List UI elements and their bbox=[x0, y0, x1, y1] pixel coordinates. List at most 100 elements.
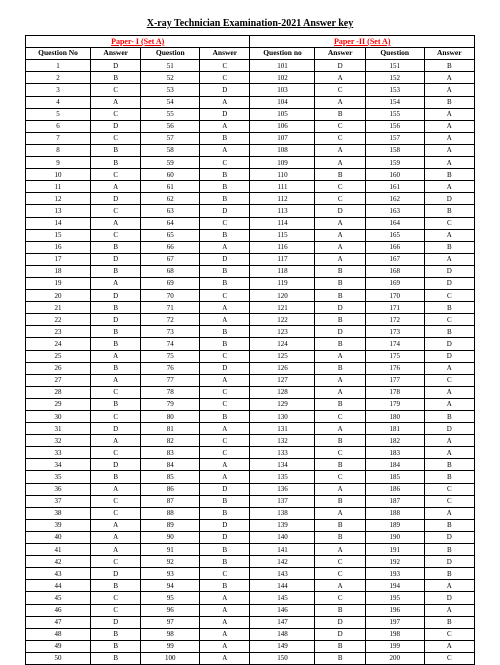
question-cell: 92 bbox=[141, 556, 200, 568]
answer-cell: C bbox=[424, 483, 474, 495]
answer-cell: C bbox=[91, 386, 141, 398]
question-cell: 196 bbox=[365, 604, 424, 616]
answer-cell: D bbox=[200, 108, 250, 120]
question-cell: 62 bbox=[141, 193, 200, 205]
question-cell: 110 bbox=[250, 169, 315, 181]
answer-cell: D bbox=[424, 338, 474, 350]
answer-cell: D bbox=[424, 350, 474, 362]
answer-cell: B bbox=[315, 435, 365, 447]
question-cell: 74 bbox=[141, 338, 200, 350]
answer-cell: C bbox=[200, 386, 250, 398]
answer-cell: D bbox=[315, 302, 365, 314]
question-cell: 132 bbox=[250, 435, 315, 447]
answer-cell: C bbox=[91, 495, 141, 507]
col-question-no: Question No bbox=[26, 48, 91, 60]
question-cell: 194 bbox=[365, 580, 424, 592]
answer-cell: B bbox=[424, 60, 474, 72]
table-row: 49B99A149B199A bbox=[26, 640, 475, 652]
question-cell: 123 bbox=[250, 326, 315, 338]
answer-cell: A bbox=[200, 423, 250, 435]
question-cell: 28 bbox=[26, 386, 91, 398]
answer-cell: B bbox=[200, 277, 250, 289]
table-body: 1D51C101D151B2B52C102A152A3C53D103C153A4… bbox=[26, 60, 475, 665]
question-cell: 2 bbox=[26, 72, 91, 84]
answer-cell: B bbox=[315, 398, 365, 410]
answer-cell: A bbox=[315, 72, 365, 84]
answer-cell: B bbox=[91, 144, 141, 156]
answer-cell: C bbox=[200, 568, 250, 580]
answer-cell: B bbox=[200, 229, 250, 241]
answer-cell: B bbox=[200, 411, 250, 423]
question-cell: 159 bbox=[365, 157, 424, 169]
question-cell: 120 bbox=[250, 290, 315, 302]
answer-cell: A bbox=[315, 217, 365, 229]
question-cell: 134 bbox=[250, 459, 315, 471]
answer-cell: A bbox=[200, 96, 250, 108]
question-cell: 190 bbox=[365, 531, 424, 543]
answer-cell: D bbox=[315, 326, 365, 338]
table-row: 31D81A131A181D bbox=[26, 423, 475, 435]
question-cell: 87 bbox=[141, 495, 200, 507]
question-cell: 175 bbox=[365, 350, 424, 362]
question-cell: 86 bbox=[141, 483, 200, 495]
question-cell: 199 bbox=[365, 640, 424, 652]
question-cell: 107 bbox=[250, 132, 315, 144]
answer-cell: A bbox=[424, 580, 474, 592]
answer-cell: A bbox=[91, 374, 141, 386]
question-cell: 63 bbox=[141, 205, 200, 217]
answer-cell: C bbox=[200, 157, 250, 169]
answer-cell: C bbox=[200, 447, 250, 459]
question-cell: 84 bbox=[141, 459, 200, 471]
answer-cell: A bbox=[424, 84, 474, 96]
answer-cell: D bbox=[315, 628, 365, 640]
question-cell: 23 bbox=[26, 326, 91, 338]
table-row: 17D67D117A167A bbox=[26, 253, 475, 265]
question-cell: 180 bbox=[365, 411, 424, 423]
question-cell: 65 bbox=[141, 229, 200, 241]
question-cell: 6 bbox=[26, 120, 91, 132]
question-cell: 22 bbox=[26, 314, 91, 326]
answer-cell: A bbox=[200, 652, 250, 664]
answer-cell: C bbox=[315, 471, 365, 483]
answer-cell: B bbox=[200, 181, 250, 193]
answer-cell: B bbox=[315, 265, 365, 277]
question-cell: 1 bbox=[26, 60, 91, 72]
answer-cell: C bbox=[315, 181, 365, 193]
question-cell: 126 bbox=[250, 362, 315, 374]
answer-cell: B bbox=[424, 205, 474, 217]
answer-cell: B bbox=[200, 544, 250, 556]
answer-cell: C bbox=[315, 556, 365, 568]
answer-cell: C bbox=[424, 652, 474, 664]
answer-cell: A bbox=[315, 483, 365, 495]
answer-cell: B bbox=[424, 568, 474, 580]
question-cell: 54 bbox=[141, 96, 200, 108]
answer-cell: A bbox=[200, 628, 250, 640]
question-cell: 35 bbox=[26, 471, 91, 483]
question-cell: 7 bbox=[26, 132, 91, 144]
question-cell: 50 bbox=[26, 652, 91, 664]
question-cell: 158 bbox=[365, 144, 424, 156]
answer-cell: A bbox=[424, 157, 474, 169]
answer-cell: A bbox=[424, 144, 474, 156]
answer-cell: C bbox=[200, 350, 250, 362]
answer-cell: A bbox=[424, 435, 474, 447]
question-cell: 160 bbox=[365, 169, 424, 181]
question-cell: 47 bbox=[26, 616, 91, 628]
question-cell: 146 bbox=[250, 604, 315, 616]
answer-cell: B bbox=[91, 628, 141, 640]
question-cell: 162 bbox=[365, 193, 424, 205]
answer-cell: A bbox=[424, 386, 474, 398]
question-cell: 91 bbox=[141, 544, 200, 556]
question-cell: 12 bbox=[26, 193, 91, 205]
question-cell: 78 bbox=[141, 386, 200, 398]
answer-cell: B bbox=[424, 519, 474, 531]
answer-cell: B bbox=[424, 169, 474, 181]
question-cell: 40 bbox=[26, 531, 91, 543]
question-cell: 152 bbox=[365, 72, 424, 84]
question-cell: 68 bbox=[141, 265, 200, 277]
answer-cell: A bbox=[200, 459, 250, 471]
question-cell: 147 bbox=[250, 616, 315, 628]
question-cell: 157 bbox=[365, 132, 424, 144]
question-cell: 101 bbox=[250, 60, 315, 72]
answer-cell: D bbox=[424, 423, 474, 435]
